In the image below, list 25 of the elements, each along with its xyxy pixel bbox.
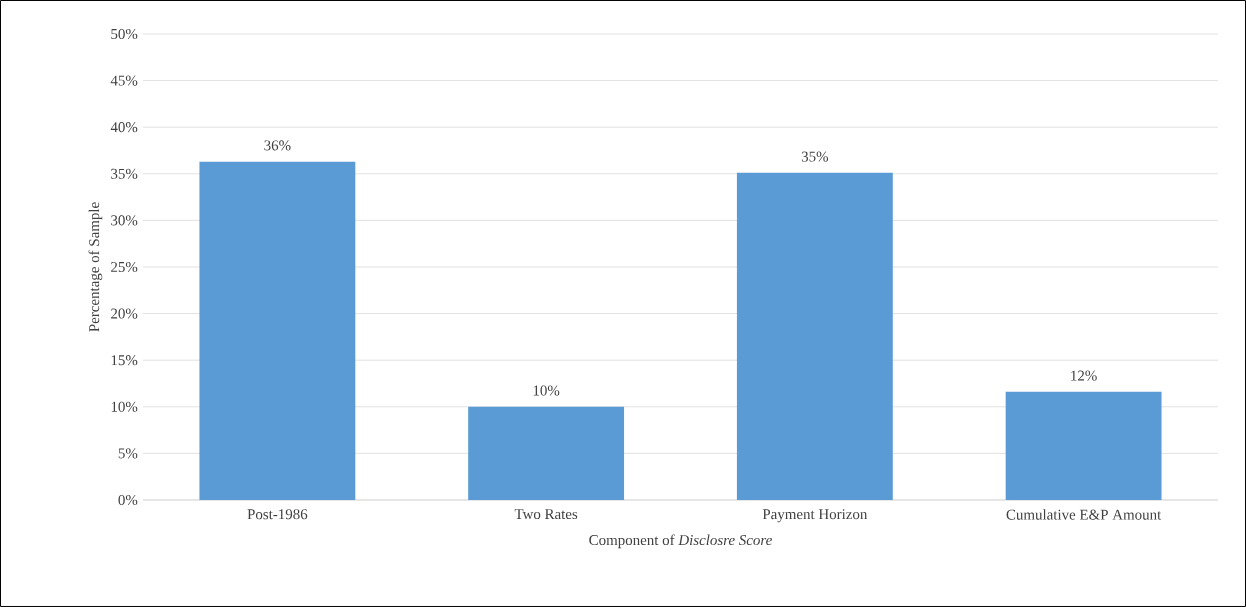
- y-tick-label: 40%: [110, 122, 138, 133]
- y-tick-label: 45%: [110, 75, 138, 86]
- bar: [736, 172, 893, 500]
- y-tick-label: 20%: [111, 308, 138, 319]
- bar: [199, 161, 356, 500]
- x-tick-label: Two Rates: [514, 509, 578, 520]
- x-tick-label: Post-1986: [247, 509, 308, 520]
- y-tick-label: 30%: [111, 215, 138, 226]
- data-label: 35%: [801, 151, 829, 162]
- y-axis-title: Percentage of Sample: [88, 202, 103, 332]
- y-tick-label: 0%: [118, 494, 138, 506]
- y-tick-label: 50%: [111, 28, 138, 40]
- y-tick-label: 25%: [111, 261, 138, 273]
- x-axis-title: Component of Disclosre Score: [589, 534, 772, 549]
- bar: [1005, 391, 1162, 500]
- data-label: 36%: [264, 140, 291, 151]
- bar: [468, 406, 625, 500]
- y-tick-label: 15%: [111, 355, 138, 366]
- x-tick-label: Cumulative E&P Amount: [1006, 509, 1162, 520]
- data-label: 10%: [533, 385, 560, 396]
- y-tick-label: 10%: [111, 401, 138, 412]
- x-tick-label: Payment Horizon: [762, 509, 868, 523]
- data-label: 12%: [1071, 370, 1097, 381]
- y-tick-label: 5%: [118, 448, 138, 459]
- y-tick-label: 35%: [111, 168, 138, 179]
